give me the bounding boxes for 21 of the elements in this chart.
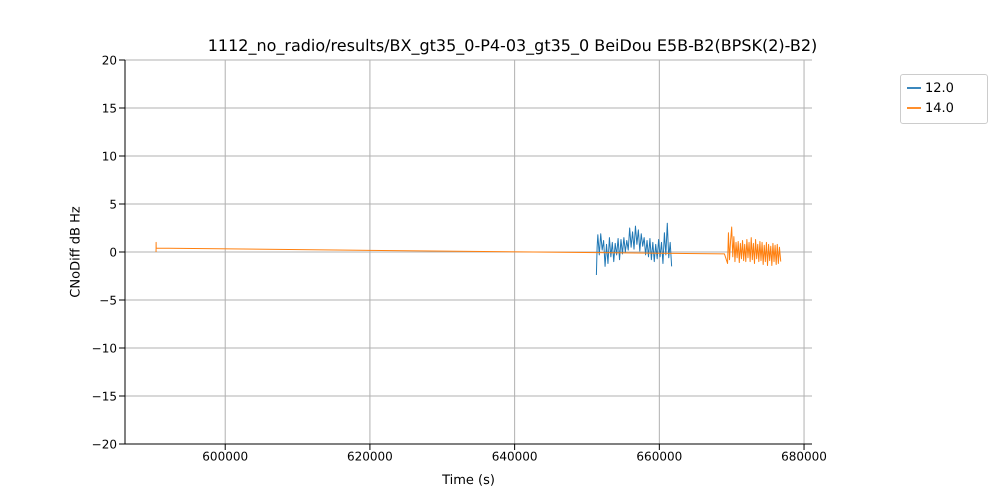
y-axis-title: CNoDiff dB Hz bbox=[68, 206, 84, 298]
legend-label: 14.0 bbox=[925, 101, 954, 116]
x-tick-label: 640000 bbox=[492, 450, 538, 464]
legend-label: 12.0 bbox=[925, 81, 954, 96]
y-tick-label: −20 bbox=[92, 437, 117, 452]
y-tick-label: 10 bbox=[102, 149, 117, 164]
y-tick-label: 15 bbox=[102, 101, 117, 116]
x-tick-label: 620000 bbox=[347, 450, 393, 464]
chart-title: 1112_no_radio/results/BX_gt35_0-P4-03_gt35_0 BeiDou E5B-B2(BPSK(2)-B2) bbox=[206, 36, 818, 55]
line-series bbox=[596, 222, 672, 276]
y-tick-label: 20 bbox=[102, 53, 117, 68]
x-tick-label: 600000 bbox=[202, 450, 248, 464]
x-tick-label: 660000 bbox=[636, 450, 682, 464]
y-tick-label: 5 bbox=[109, 197, 117, 212]
line-series bbox=[156, 226, 782, 266]
y-tick-label: −10 bbox=[92, 341, 117, 356]
x-tick-label: 680000 bbox=[781, 450, 827, 464]
x-axis-title: Time (s) bbox=[441, 473, 495, 488]
y-tick-label: −15 bbox=[92, 389, 117, 404]
y-tick-label: −5 bbox=[99, 293, 117, 308]
y-tick-label: 0 bbox=[109, 245, 117, 260]
